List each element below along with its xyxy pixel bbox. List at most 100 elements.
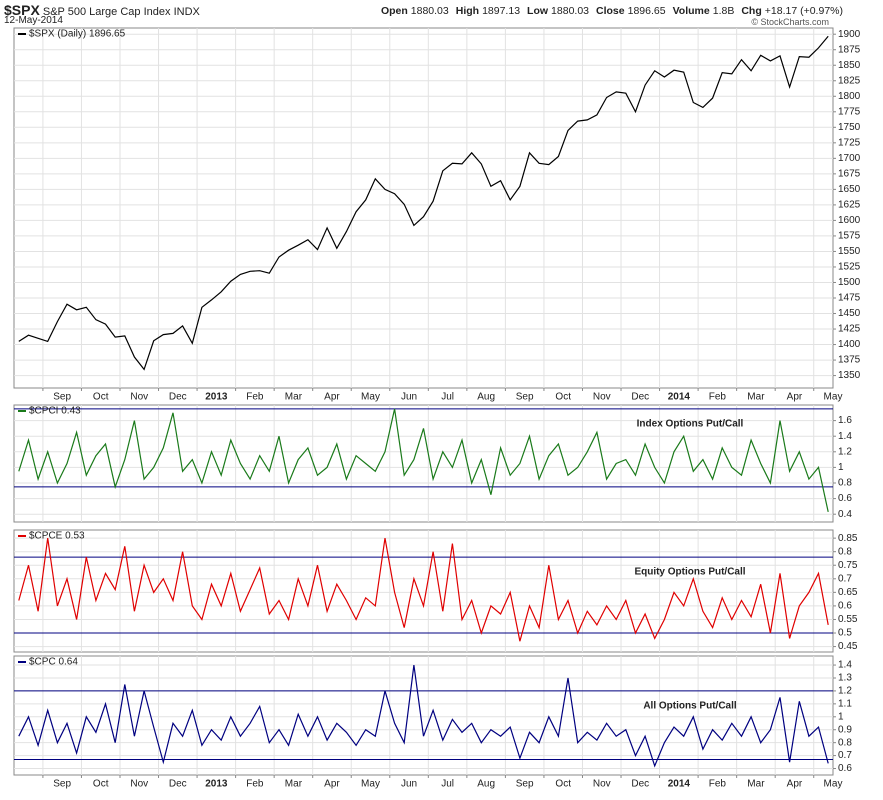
x-tick-label: Feb	[709, 779, 727, 790]
y-tick-label: 1775	[838, 106, 861, 117]
date: 12-May-2014	[4, 15, 63, 26]
y-tick-label: 0.6	[838, 601, 852, 612]
annotation: Index Options Put/Call	[637, 419, 744, 430]
y-tick-label: 1850	[838, 60, 861, 71]
x-tick-label: Dec	[169, 779, 187, 790]
x-tick-label: Nov	[593, 392, 611, 403]
plot-area	[13, 655, 834, 776]
x-tick-label: Sep	[516, 392, 534, 403]
x-tick-label: Jul	[441, 392, 454, 403]
y-tick-label: 1525	[838, 262, 861, 273]
x-tick-label: Nov	[130, 392, 148, 403]
series-line	[18, 408, 829, 513]
x-tick-label: May	[361, 779, 380, 790]
y-tick-label: 1875	[838, 44, 861, 55]
y-tick-label: 1350	[838, 370, 861, 381]
x-tick-label: Mar	[747, 779, 765, 790]
stat-label: Close	[596, 5, 625, 17]
legend-label: $SPX (Daily) 1896.65	[29, 29, 126, 40]
y-tick-label: 0.65	[838, 587, 858, 598]
x-tick-label: Dec	[631, 779, 649, 790]
x-tick-label: Mar	[285, 779, 303, 790]
y-tick-label: 0.6	[838, 493, 852, 504]
x-tick-label: Oct	[93, 779, 109, 790]
y-tick-label: 1	[838, 462, 844, 473]
x-tick-label: Dec	[631, 392, 649, 403]
header: $SPX S&P 500 Large Cap Index INDX 12-May…	[0, 0, 883, 28]
x-tick-label: Oct	[555, 392, 571, 403]
y-tick-label: 0.55	[838, 614, 858, 625]
x-tick-label: Oct	[555, 779, 571, 790]
y-tick-label: 0.5	[838, 628, 852, 639]
series-line	[18, 537, 829, 642]
y-tick-label: 1725	[838, 137, 861, 148]
x-tick-label: 2013	[205, 392, 228, 403]
x-tick-label: Apr	[324, 392, 340, 403]
series-line	[18, 35, 829, 371]
y-tick-label: 0.7	[838, 750, 852, 761]
x-tick-label: May	[824, 779, 843, 790]
stat-value: 1897.13	[482, 5, 521, 17]
y-tick-label: 0.6	[838, 763, 852, 774]
y-tick-label: 1400	[838, 339, 861, 350]
legend-label: $CPCI 0.43	[29, 406, 81, 417]
y-tick-label: 1	[838, 711, 844, 722]
x-tick-label: 2013	[205, 779, 228, 790]
x-tick-label: Feb	[709, 392, 727, 403]
legend-label: $CPC 0.64	[29, 657, 78, 668]
y-tick-label: 1825	[838, 75, 861, 86]
y-tick-label: 1625	[838, 200, 861, 211]
x-tick-label: Sep	[516, 779, 534, 790]
y-tick-label: 0.4	[838, 509, 852, 520]
x-tick-label: Mar	[285, 392, 303, 403]
symbol: $SPX	[4, 2, 40, 18]
y-tick-label: 1575	[838, 231, 861, 242]
stat-label: Open	[380, 5, 408, 17]
y-tick-label: 1500	[838, 277, 861, 288]
x-tick-label: Nov	[593, 779, 611, 790]
annotation: All Options Put/Call	[643, 701, 737, 712]
x-tick-label: Apr	[324, 779, 340, 790]
y-tick-label: 1.4	[838, 660, 852, 671]
y-tick-label: 1.1	[838, 698, 852, 709]
x-tick-label: Sep	[53, 392, 71, 403]
stats: Open 1880.03 High 1897.13 Low 1880.03 Close 189…	[374, 5, 843, 17]
y-tick-label: 1650	[838, 184, 861, 195]
copyright: © StockCharts.com	[751, 17, 829, 27]
x-tick-label: 2014	[668, 392, 691, 403]
x-tick-label: Sep	[53, 779, 71, 790]
stat-label: Volume	[672, 5, 710, 17]
plot-area	[13, 27, 834, 389]
plot-area	[13, 529, 834, 653]
y-tick-label: 0.8	[838, 478, 852, 489]
y-tick-label: 0.45	[838, 641, 858, 652]
y-tick-label: 1800	[838, 91, 861, 102]
y-tick-label: 1425	[838, 324, 861, 335]
y-tick-label: 1750	[838, 122, 861, 133]
x-tick-label: Feb	[246, 392, 264, 403]
x-tick-label: Jun	[401, 392, 417, 403]
x-tick-label: Feb	[246, 779, 264, 790]
y-tick-label: 1.6	[838, 415, 852, 426]
y-tick-label: 0.85	[838, 533, 858, 544]
index-name: S&P 500 Large Cap Index	[42, 6, 171, 18]
y-tick-label: 1.2	[838, 686, 852, 697]
y-tick-label: 1.4	[838, 431, 852, 442]
x-tick-label: May	[361, 392, 380, 403]
y-tick-label: 0.7	[838, 573, 852, 584]
x-tick-label: Oct	[93, 392, 109, 403]
stat-value: +18.17 (+0.97%)	[764, 5, 843, 17]
series-line	[18, 665, 829, 768]
x-tick-label: Mar	[747, 392, 765, 403]
y-tick-label: 1450	[838, 308, 861, 319]
x-tick-label: Apr	[787, 392, 803, 403]
legend-label: $CPCE 0.53	[29, 531, 85, 542]
stat-label: Low	[527, 5, 549, 17]
x-tick-label: May	[824, 392, 843, 403]
y-tick-label: 1700	[838, 153, 861, 164]
y-tick-label: 0.9	[838, 724, 852, 735]
stat-value: 1880.03	[410, 5, 449, 17]
y-tick-label: 1.3	[838, 673, 852, 684]
exchange: INDX	[173, 6, 200, 18]
